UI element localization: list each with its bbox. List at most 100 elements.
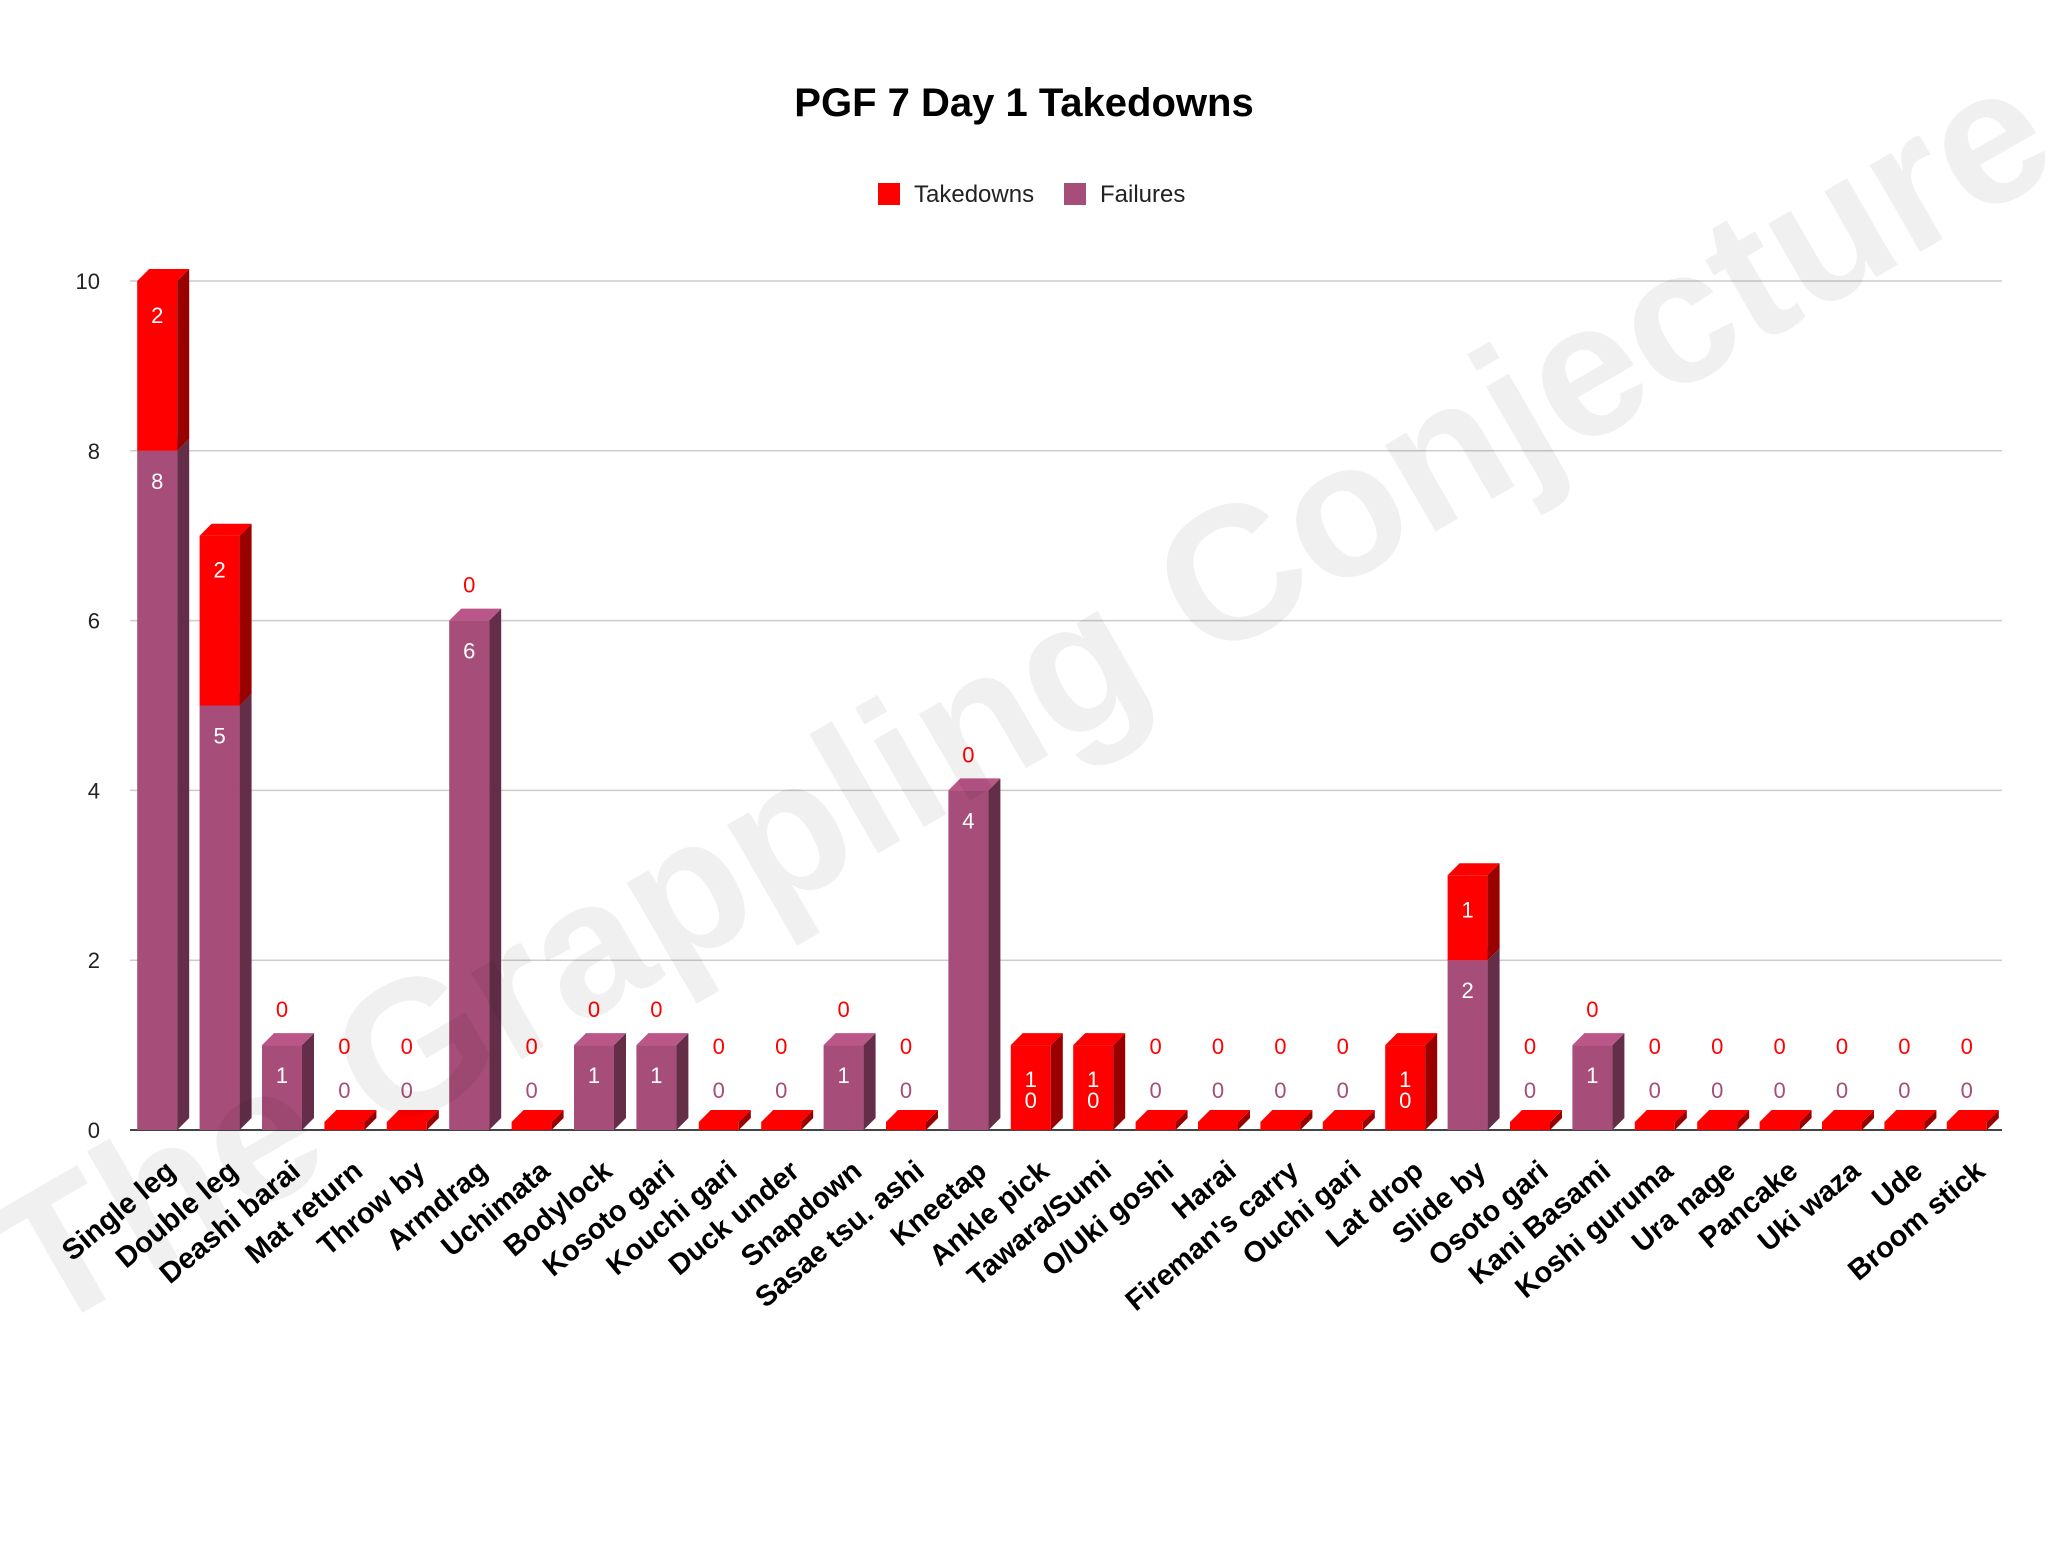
bar-empty-side (1175, 1110, 1188, 1130)
bar-failures-top (823, 1033, 876, 1046)
bar-empty-top (698, 1110, 751, 1122)
data-label-takedowns: 2 (151, 303, 163, 328)
bar-empty-top (1260, 1110, 1313, 1122)
bar-empty-front (1759, 1122, 1800, 1130)
bar-empty (386, 1110, 439, 1130)
bar-failures-front (948, 790, 989, 1130)
legend-label: Takedowns (914, 181, 1034, 208)
bar-takedowns-side (1487, 863, 1500, 961)
bar-failures-top (449, 608, 502, 621)
data-label-failures: 4 (962, 808, 974, 833)
bar-empty (1260, 1110, 1313, 1130)
bar-failures-side (1487, 948, 1500, 1130)
bar-empty-side (1300, 1110, 1313, 1130)
data-label-failures: 0 (1961, 1078, 1973, 1103)
bar-empty (1697, 1110, 1750, 1130)
bar-empty-side (551, 1110, 564, 1130)
bar-takedowns-front (199, 535, 240, 706)
bar-empty (324, 1110, 377, 1130)
bar-empty-top (886, 1110, 938, 1122)
bar-empty (1198, 1110, 1250, 1130)
bar-takedowns-side (1113, 1033, 1126, 1130)
bar-failures (262, 1033, 314, 1130)
bar-empty-front (1260, 1122, 1301, 1130)
data-label-takedowns: 0 (1711, 1034, 1723, 1059)
bar-failures-front (823, 1045, 864, 1130)
bar-takedowns-side (239, 523, 252, 706)
bar-failures (574, 1033, 626, 1130)
data-label-takedowns: 0 (401, 1034, 413, 1059)
data-label-failures: 0 (1337, 1078, 1349, 1103)
bar-empty (698, 1110, 751, 1130)
data-label-failures: 0 (1524, 1078, 1536, 1103)
bar-empty-side (801, 1110, 814, 1130)
data-label-failures: 0 (1212, 1078, 1224, 1103)
bar-takedowns-top (1010, 1033, 1063, 1046)
data-label-takedowns: 0 (713, 1034, 725, 1059)
bar-failures-front (636, 1045, 677, 1130)
bar-empty-side (364, 1110, 377, 1130)
data-label-takedowns: 0 (1586, 997, 1598, 1022)
legend: Takedowns Failures (878, 181, 1185, 208)
data-label-failures: 0 (1649, 1078, 1661, 1103)
data-label-takedowns: 0 (1149, 1034, 1161, 1059)
data-label-takedowns: 0 (1649, 1034, 1661, 1059)
bar-failures-front (137, 450, 178, 1130)
data-label-failures: 1 (276, 1063, 288, 1088)
bar-empty (886, 1110, 938, 1130)
bar-empty (1135, 1110, 1188, 1130)
bar-empty (1634, 1110, 1687, 1130)
bar-empty-front (1822, 1122, 1862, 1130)
data-label-failures: 0 (1025, 1088, 1037, 1113)
data-label-takedowns: 0 (1836, 1034, 1848, 1059)
data-label-takedowns: 0 (1337, 1034, 1349, 1059)
data-label-failures: 6 (463, 639, 475, 664)
bar-failures (636, 1033, 689, 1130)
bar-failures-side (676, 1033, 689, 1130)
data-label-takedowns: 1 (1087, 1067, 1099, 1092)
bar-empty (1946, 1110, 1999, 1130)
data-label-failures: 1 (588, 1063, 600, 1088)
bar-failures (449, 608, 502, 1130)
bar-failures-front (574, 1045, 614, 1130)
bar-failures (823, 1033, 876, 1130)
data-label-takedowns: 0 (1212, 1034, 1224, 1059)
bar-failures-top (262, 1033, 314, 1046)
y-tick-label: 10 (76, 269, 100, 294)
bar-takedowns-top (1385, 1033, 1438, 1046)
data-label-failures: 8 (151, 469, 163, 494)
data-label-failures: 0 (1836, 1078, 1848, 1103)
data-label-failures: 0 (401, 1078, 413, 1103)
bar-empty-front (1884, 1122, 1925, 1130)
y-axis-ticks: 0 2 4 6 8 10 (76, 269, 100, 1143)
bar-empty (1759, 1110, 1812, 1130)
bar-takedowns (1073, 1033, 1126, 1130)
bar-empty-side (426, 1110, 439, 1130)
y-tick-label: 2 (88, 948, 100, 973)
data-label-failures: 0 (338, 1078, 350, 1103)
bar-failures (948, 778, 1001, 1130)
bar-takedowns-side (1425, 1033, 1438, 1130)
data-label-takedowns: 0 (650, 997, 662, 1022)
bar-takedowns (137, 269, 190, 451)
bar-empty (761, 1110, 814, 1130)
data-label-failures: 1 (837, 1063, 849, 1088)
bar-failures-side (302, 1033, 314, 1130)
data-label-takedowns: 1 (1399, 1067, 1411, 1092)
bar-empty-top (1135, 1110, 1188, 1122)
bar-failures-front (262, 1045, 302, 1130)
bar-empty-top (1946, 1110, 1999, 1122)
bar-empty-front (886, 1122, 926, 1130)
bar-takedowns (1447, 863, 1500, 961)
bar-takedowns (199, 523, 252, 706)
bar-failures-top (1572, 1033, 1625, 1046)
data-label-takedowns: 1 (1461, 897, 1473, 922)
data-label-takedowns: 0 (588, 997, 600, 1022)
bar-failures (137, 438, 190, 1130)
bar-failures-front (199, 705, 240, 1130)
data-label-failures: 2 (1461, 978, 1473, 1003)
bar-empty-top (324, 1110, 377, 1122)
bar-empty-top (1198, 1110, 1250, 1122)
bar-empty-front (511, 1122, 552, 1130)
bar-takedowns-front (137, 281, 178, 451)
